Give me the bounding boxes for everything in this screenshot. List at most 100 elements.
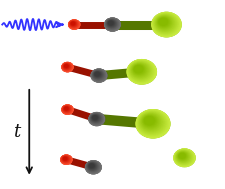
Circle shape xyxy=(62,105,73,114)
Circle shape xyxy=(61,156,70,163)
Circle shape xyxy=(88,112,105,126)
Circle shape xyxy=(107,20,116,27)
Circle shape xyxy=(134,65,143,73)
Circle shape xyxy=(62,156,70,162)
Circle shape xyxy=(60,154,72,165)
Circle shape xyxy=(176,151,190,162)
Circle shape xyxy=(64,64,69,69)
Circle shape xyxy=(68,19,80,29)
Circle shape xyxy=(88,162,97,170)
Circle shape xyxy=(127,59,156,84)
Circle shape xyxy=(155,15,174,31)
Circle shape xyxy=(92,69,106,81)
Circle shape xyxy=(174,149,194,166)
Circle shape xyxy=(89,163,95,169)
Circle shape xyxy=(61,155,70,163)
Circle shape xyxy=(158,17,170,27)
Circle shape xyxy=(174,149,195,167)
Circle shape xyxy=(62,63,72,71)
Text: t: t xyxy=(13,123,20,141)
Circle shape xyxy=(91,115,99,121)
Circle shape xyxy=(86,161,99,172)
Circle shape xyxy=(108,21,113,25)
Circle shape xyxy=(159,18,168,26)
Circle shape xyxy=(62,62,72,71)
Circle shape xyxy=(92,70,104,80)
Circle shape xyxy=(71,22,75,26)
Circle shape xyxy=(70,21,76,26)
Circle shape xyxy=(91,114,101,122)
Circle shape xyxy=(132,64,147,76)
Circle shape xyxy=(134,65,144,73)
Circle shape xyxy=(92,70,105,81)
Circle shape xyxy=(63,64,70,69)
Circle shape xyxy=(62,156,69,162)
Circle shape xyxy=(158,17,169,27)
Circle shape xyxy=(132,64,146,76)
Circle shape xyxy=(107,20,115,27)
Circle shape xyxy=(178,152,188,161)
Circle shape xyxy=(153,13,180,36)
Circle shape xyxy=(92,115,98,120)
Circle shape xyxy=(177,152,189,161)
Circle shape xyxy=(63,106,70,112)
Circle shape xyxy=(107,20,115,27)
Circle shape xyxy=(137,111,167,135)
Circle shape xyxy=(61,155,71,163)
Circle shape xyxy=(157,17,171,28)
Circle shape xyxy=(130,62,150,78)
Circle shape xyxy=(91,114,101,122)
Circle shape xyxy=(153,14,178,34)
Circle shape xyxy=(151,12,182,37)
Circle shape xyxy=(131,63,149,78)
Circle shape xyxy=(62,62,73,71)
Circle shape xyxy=(137,110,169,137)
Circle shape xyxy=(64,107,68,110)
Circle shape xyxy=(105,19,119,30)
Circle shape xyxy=(69,20,78,28)
Circle shape xyxy=(129,61,153,81)
Circle shape xyxy=(138,111,166,135)
Circle shape xyxy=(93,71,102,78)
Circle shape xyxy=(62,156,69,162)
Circle shape xyxy=(61,62,74,72)
Circle shape xyxy=(178,152,187,160)
Circle shape xyxy=(137,110,168,136)
Circle shape xyxy=(139,112,164,133)
Circle shape xyxy=(69,20,78,28)
Circle shape xyxy=(85,160,101,174)
Circle shape xyxy=(108,21,114,26)
Circle shape xyxy=(63,156,68,161)
Circle shape xyxy=(88,163,96,169)
Circle shape xyxy=(89,113,104,125)
Circle shape xyxy=(62,62,73,72)
Circle shape xyxy=(87,162,98,171)
Circle shape xyxy=(178,152,187,160)
Circle shape xyxy=(63,106,71,112)
Circle shape xyxy=(175,150,193,165)
Circle shape xyxy=(62,63,72,71)
Circle shape xyxy=(61,155,71,164)
Circle shape xyxy=(89,163,95,168)
Circle shape xyxy=(106,19,118,29)
Circle shape xyxy=(106,19,117,29)
Circle shape xyxy=(63,106,71,112)
Circle shape xyxy=(151,12,181,37)
Circle shape xyxy=(62,156,69,162)
Circle shape xyxy=(107,20,116,27)
Circle shape xyxy=(71,22,75,25)
Circle shape xyxy=(106,19,117,29)
Circle shape xyxy=(69,20,79,28)
Circle shape xyxy=(108,21,114,26)
Circle shape xyxy=(108,20,114,26)
Circle shape xyxy=(60,154,73,165)
Circle shape xyxy=(64,107,68,110)
Circle shape xyxy=(92,115,99,121)
Circle shape xyxy=(157,16,172,29)
Circle shape xyxy=(144,116,155,125)
Circle shape xyxy=(90,113,102,124)
Circle shape xyxy=(105,18,119,30)
Circle shape xyxy=(62,105,72,114)
Circle shape xyxy=(60,154,73,165)
Circle shape xyxy=(87,162,97,171)
